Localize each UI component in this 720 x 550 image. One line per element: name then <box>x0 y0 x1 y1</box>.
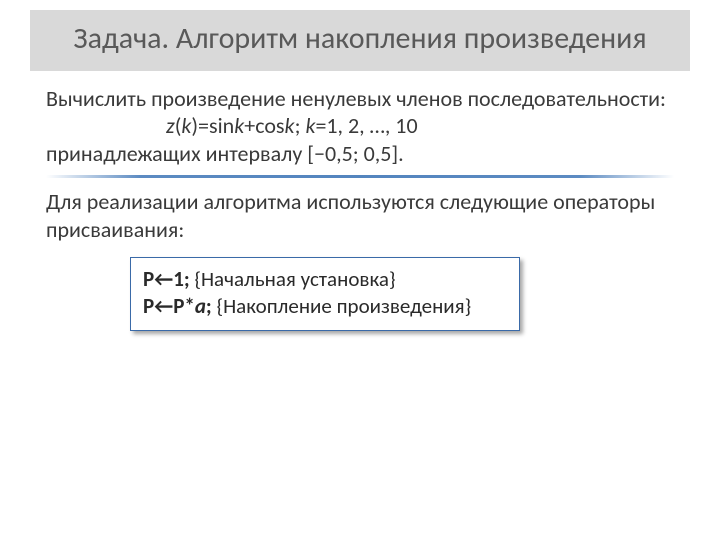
code-l2-bold1: P←P* <box>143 293 195 319</box>
formula-kdef-k: k <box>305 112 315 139</box>
formula-plus: +cos <box>244 112 284 139</box>
slide-title: Задача. Алгоритм накопления произведения <box>40 22 680 57</box>
problem-line2: принадлежащих интервалу [−0,5; 0,5]. <box>46 140 674 168</box>
formula-k2: k <box>234 112 244 139</box>
problem-formula: z(k)=sink+cosk; k=1, 2, …, 10 <box>46 112 674 140</box>
formula-tail: ; <box>295 112 306 139</box>
code-line-1: P←1; {Начальная установка} <box>143 266 507 293</box>
formula-mid: )=sin <box>191 112 234 139</box>
divider-wrap <box>0 167 720 184</box>
code-box: P←1; {Начальная установка} P←P*a; {Накоп… <box>130 257 520 331</box>
slide: Задача. Алгоритм накопления произведения… <box>0 10 720 550</box>
code-line-2: P←P*a; {Накопление произведения} <box>143 293 507 320</box>
formula-k: k <box>181 112 191 139</box>
formula-z: z <box>166 112 175 139</box>
title-box: Задача. Алгоритм накопления произведения <box>30 10 690 71</box>
problem-statement: Вычислить произведение ненулевых членов … <box>0 71 720 168</box>
code-l2-bi: a <box>195 293 206 319</box>
paragraph2: Для реализации алгоритма используются сл… <box>0 184 720 243</box>
code-l2-rest: {Накопление произведения} <box>212 293 472 319</box>
code-l1-bold: P←1; <box>143 266 190 292</box>
formula-k3: k <box>285 112 295 139</box>
code-l1-rest: {Начальная установка} <box>190 266 396 292</box>
code-box-wrap: P←1; {Начальная установка} P←P*a; {Накоп… <box>0 243 720 331</box>
divider <box>46 175 674 178</box>
problem-line1: Вычислить произведение ненулевых членов … <box>46 85 674 113</box>
formula-kdef-rest: =1, 2, …, 10 <box>315 112 417 139</box>
